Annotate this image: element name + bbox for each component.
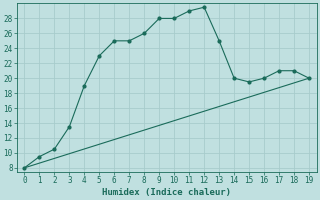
X-axis label: Humidex (Indice chaleur): Humidex (Indice chaleur) — [102, 188, 231, 197]
